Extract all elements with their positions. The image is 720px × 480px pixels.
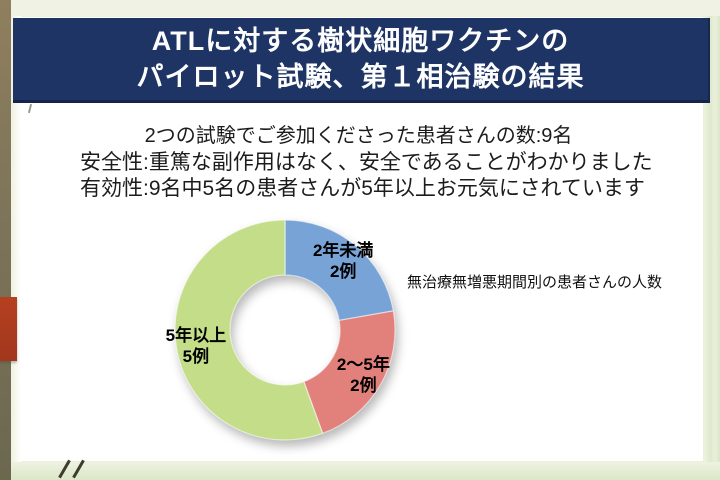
donut-segment-2 <box>174 219 324 441</box>
right-decorative-strip <box>704 16 720 462</box>
donut-label-1: 2〜5年 2例 <box>308 354 418 396</box>
title-banner: ATLに対する樹状細胞ワクチンの パイロット試験、第１相治験の結果 <box>13 18 710 103</box>
segment-label: 5年以上 <box>165 325 227 345</box>
segment-count: 2例 <box>329 261 357 281</box>
segment-count: 2例 <box>350 376 377 396</box>
safety-result-line: 安全性:重篤な副作用はなく、安全であることがわかりました <box>80 151 653 174</box>
efficacy-result-line: 有効性:9名中5名の患者さんが5年以上お元気にされています <box>80 177 645 200</box>
donut-segment-1 <box>303 310 396 435</box>
panel-left-edge <box>11 16 21 462</box>
slide-title-line2: パイロット試験、第１相治験の結果 <box>136 62 585 92</box>
donut-chart <box>174 219 396 441</box>
donut-label-0: 2年未満 2例 <box>288 240 398 282</box>
slide-title-line1: ATLに対する樹状細胞ワクチンの <box>151 26 570 56</box>
chart-caption: 無治療無増悪期間別の患者さんの人数 <box>407 274 663 291</box>
donut-label-2: 5年以上 5例 <box>141 325 251 367</box>
bottom-decorative-strip <box>11 462 720 480</box>
red-accent-block <box>0 297 17 361</box>
segment-count: 5例 <box>182 346 210 366</box>
segment-label: 2〜5年 <box>336 355 390 375</box>
left-decorative-strip <box>0 0 11 480</box>
results-text-block: 安全性:重篤な副作用はなく、安全であることがわかりました 有効性:9名中5名の患… <box>80 150 653 202</box>
segment-label: 2年未満 <box>312 240 374 260</box>
donut-segment-0 <box>284 219 395 322</box>
participants-count-line: 2つの試験でご参加くださった患者さんの数:9名 <box>144 125 573 147</box>
